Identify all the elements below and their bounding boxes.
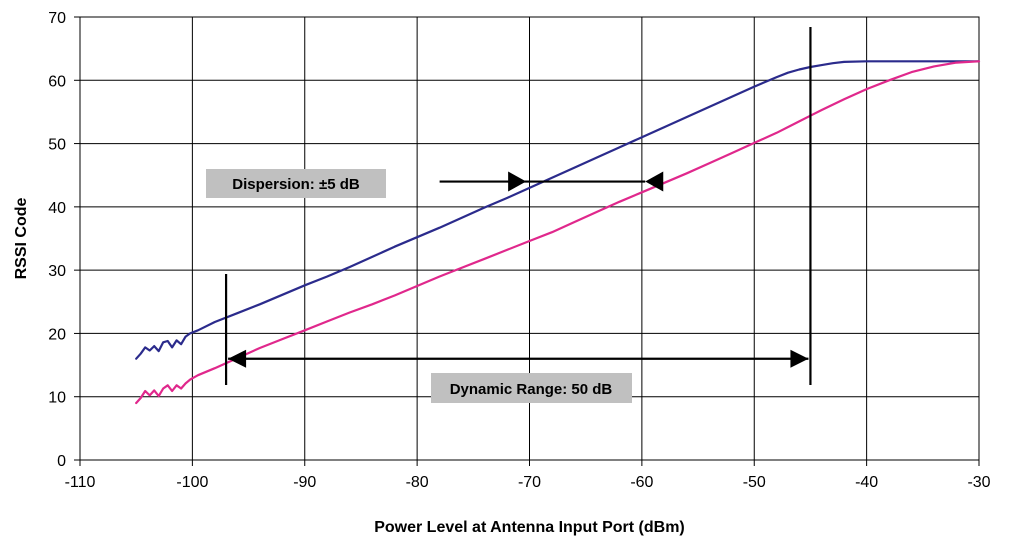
dynamic-range-label-box xyxy=(431,373,632,403)
y-tick-label: 40 xyxy=(48,200,66,217)
y-tick-label: 70 xyxy=(48,10,66,27)
dynamic-range-arrowhead-right xyxy=(790,349,809,368)
x-tick-label: -70 xyxy=(518,474,541,491)
series-line-1 xyxy=(135,60,981,360)
x-tick-label: -80 xyxy=(406,474,429,491)
dynamic-range-label: Dynamic Range: 50 dB xyxy=(450,381,613,398)
y-tick-label: 60 xyxy=(48,73,66,90)
tick-labels: -110 -100 -90 -80 -70 -60 -50 -40 -30 0 10 20 30 40 50… xyxy=(48,10,990,491)
series-line-2 xyxy=(135,60,981,405)
y-axis-title: RSSI Code xyxy=(13,198,30,280)
dispersion-label: Dispersion: ±5 dB xyxy=(232,176,360,193)
x-tick-label: -60 xyxy=(630,474,653,491)
x-tick-label: -40 xyxy=(855,474,878,491)
x-tick-label: -50 xyxy=(743,474,766,491)
y-tick-label: 50 xyxy=(48,137,66,154)
x-tick-label: -30 xyxy=(967,474,990,491)
y-tick-label: 10 xyxy=(48,390,66,407)
y-tick-label: 0 xyxy=(57,453,66,470)
annotations: Dispersion: ±5 dB Dynamic Range: 50 dB xyxy=(206,27,812,403)
y-tick-label: 20 xyxy=(48,326,66,343)
x-axis-title: Power Level at Antenna Input Port (dBm) xyxy=(374,519,685,536)
series-group xyxy=(135,60,981,405)
dynamic-range-arrowhead-left xyxy=(228,349,247,368)
dispersion-label-box xyxy=(206,169,386,198)
dispersion-arrowhead-left xyxy=(645,171,664,192)
axis-ticks xyxy=(74,16,980,466)
y-tick-label: 30 xyxy=(48,263,66,280)
x-tick-label: -100 xyxy=(176,474,208,491)
x-tick-label: -90 xyxy=(293,474,316,491)
x-tick-label: -110 xyxy=(65,474,96,491)
dispersion-arrowhead-right xyxy=(508,171,527,192)
